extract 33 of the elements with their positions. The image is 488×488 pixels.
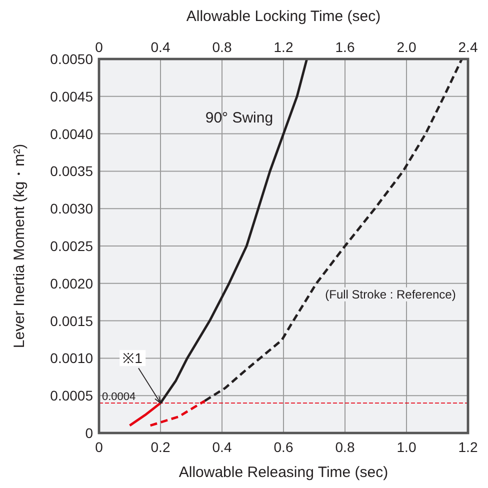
y-tick-label: 0.0015 bbox=[50, 312, 94, 329]
y-tick-label: 0.0045 bbox=[50, 88, 94, 104]
y-tick-label: 0.0010 bbox=[50, 350, 94, 366]
x-tick-label: 1.0 bbox=[396, 439, 416, 455]
y-tick-label: 0.0040 bbox=[50, 126, 94, 142]
annotation: (Full Stroke : Reference) bbox=[325, 287, 456, 302]
x2-tick-label: 0 bbox=[95, 39, 104, 55]
x-tick-label: 0.2 bbox=[150, 439, 170, 455]
x-tick-label: 0.6 bbox=[274, 439, 294, 455]
y-tick-label: 0.0005 bbox=[50, 388, 94, 404]
x2-tick-label: 0.4 bbox=[150, 39, 170, 55]
x-axis-title: Allowable Releasing Time (sec) bbox=[178, 464, 388, 481]
x2-tick-label: 2.4 bbox=[458, 39, 478, 55]
x-tick-label: 0.8 bbox=[335, 439, 355, 455]
line-series bbox=[204, 58, 464, 402]
annotation: ※1 bbox=[122, 350, 143, 366]
y-tick-label: 0.0035 bbox=[50, 163, 94, 180]
y-tick-label: 0.0050 bbox=[50, 51, 94, 67]
x-tick-label: 0.4 bbox=[212, 439, 232, 455]
y-tick-label: 0 bbox=[85, 425, 94, 441]
x-tick-label: 0 bbox=[95, 439, 104, 455]
y-axis-title: Lever Inertia Moment (kg・m²) bbox=[11, 144, 28, 348]
x2-tick-label: 1.6 bbox=[335, 39, 355, 55]
x2-tick-label: 2.0 bbox=[396, 39, 416, 55]
x2-tick-label: 1.2 bbox=[274, 39, 294, 55]
ref-line-label: 0.0004 bbox=[102, 391, 136, 404]
y-tick-label: 0.0020 bbox=[50, 275, 94, 292]
x2-tick-label: 0.8 bbox=[212, 39, 232, 55]
annotation: 90° Swing bbox=[205, 110, 274, 127]
x2-axis-title: Allowable Locking Time (sec) bbox=[186, 8, 381, 25]
x-tick-label: 1.2 bbox=[458, 439, 478, 455]
y-tick-label: 0.0030 bbox=[50, 200, 94, 217]
y-tick-label: 0.0025 bbox=[50, 238, 94, 254]
